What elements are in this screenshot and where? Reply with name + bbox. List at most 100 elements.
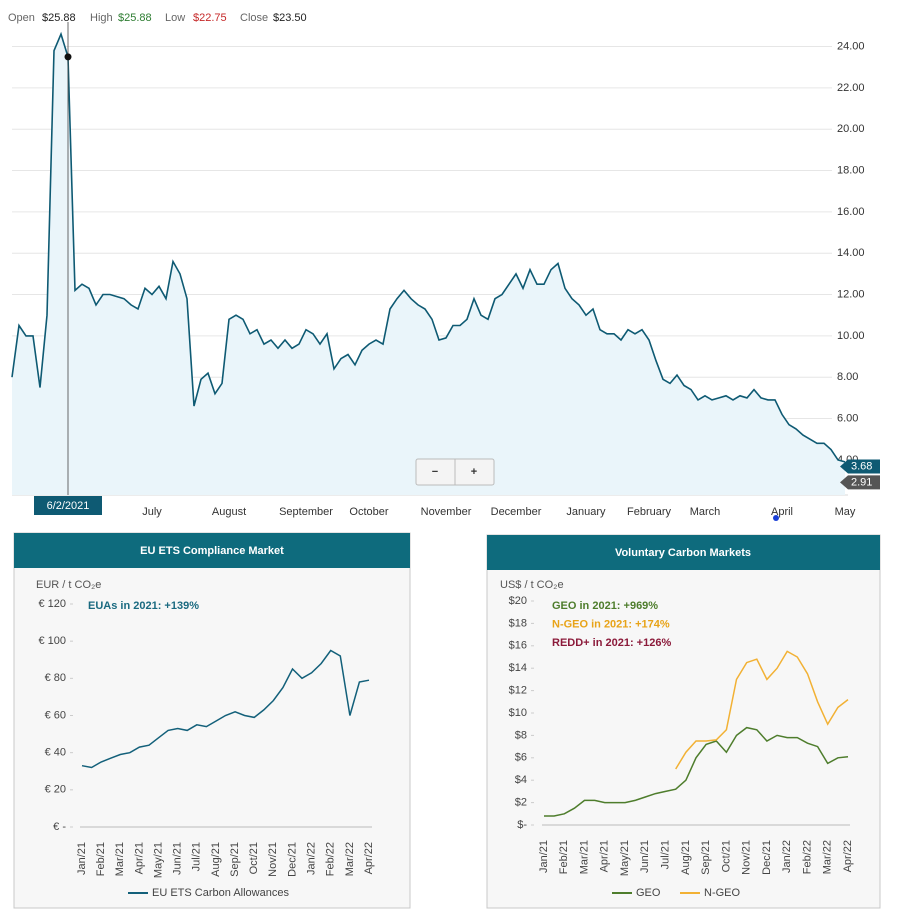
x-tick-label: Jul/21 [191, 842, 203, 871]
y-tick-label: € 80 [45, 672, 66, 684]
panel-header [487, 535, 880, 570]
annotation: N-GEO in 2021: +174% [552, 618, 670, 630]
x-tick-label: March [690, 506, 721, 518]
x-tick-label: Jan/22 [781, 840, 793, 873]
y-tick-label: 10.00 [837, 330, 865, 342]
x-tick-label: Sep/21 [700, 840, 712, 875]
y-tick-label: $4 [515, 774, 527, 786]
y-tick-label: $14 [509, 662, 527, 674]
y-tick-label: € - [53, 821, 66, 833]
legend-label: N-GEO [704, 887, 741, 899]
crosshair-label-box [34, 496, 102, 515]
x-tick-label: Apr/22 [363, 842, 375, 874]
zoom-button[interactable]: − [432, 466, 438, 478]
x-tick-label: Apr/21 [599, 840, 611, 872]
y-tick-label: 20.00 [837, 123, 865, 135]
crosshair-dot [64, 53, 72, 61]
price-tag [840, 475, 880, 490]
x-tick-label: May/21 [152, 842, 164, 878]
y-tick-label: € 100 [38, 635, 66, 647]
y-tick-label: € 40 [45, 747, 66, 759]
ohlc-label: Low [165, 12, 185, 24]
y-tick-label: 12.00 [837, 288, 865, 300]
y-tick-label: € 120 [38, 598, 66, 610]
y-axis-unit: US$ / t CO₂e [500, 579, 564, 591]
series-line [81, 649, 370, 769]
y-tick-label: $8 [515, 729, 527, 741]
x-tick-label: Feb/21 [95, 842, 107, 876]
legend-label: EU ETS Carbon Allowances [152, 887, 289, 899]
x-tick-label: Aug/21 [210, 842, 222, 877]
ohlc-label: Close [240, 12, 268, 24]
x-tick-label: Mar/21 [114, 842, 126, 876]
x-tick-label: Oct/21 [248, 842, 260, 874]
x-tick-label: Mar/22 [344, 842, 356, 876]
y-tick-label: 22.00 [837, 82, 865, 94]
y-tick-label: $12 [509, 685, 527, 697]
x-tick-label: Dec/21 [286, 842, 298, 877]
price-tag-label: 3.68 [851, 460, 872, 472]
y-tick-label: $18 [509, 617, 527, 629]
annotation: EUAs in 2021: +139% [88, 600, 199, 612]
x-tick-label: Apr/21 [133, 842, 145, 874]
ohlc-label: Open [8, 12, 35, 24]
ohlc-value: $22.75 [193, 12, 227, 24]
x-tick-label: Jan/22 [306, 842, 318, 875]
legend-label: GEO [636, 887, 661, 899]
panel [486, 534, 881, 909]
x-tick-label: Feb/21 [558, 840, 570, 874]
y-tick-label: 8.00 [837, 371, 858, 383]
area [12, 34, 845, 495]
y-tick-label: 24.00 [837, 40, 865, 52]
x-tick-label: Oct/21 [720, 840, 732, 872]
ohlc-value: $25.88 [118, 12, 152, 24]
x-tick-label: May/21 [619, 840, 631, 876]
x-tick-label: Jun/21 [172, 842, 184, 875]
price-tag [840, 459, 880, 474]
zoom-button[interactable]: + [471, 466, 477, 478]
y-tick-label: $16 [509, 640, 527, 652]
x-tick-label: Mar/21 [578, 840, 590, 874]
x-tick-label: July [142, 506, 162, 518]
x-tick-label: Nov/21 [267, 842, 279, 877]
ohlc-value: $25.88 [42, 12, 76, 24]
y-tick-label: 18.00 [837, 164, 865, 176]
x-tick-label: May [835, 506, 856, 518]
y-axis-unit: EUR / t CO₂e [36, 579, 101, 591]
marker-dot [773, 515, 779, 521]
annotation: GEO in 2021: +969% [552, 600, 658, 612]
y-tick-label: € 60 [45, 709, 66, 721]
panel-title: Voluntary Carbon Markets [615, 547, 751, 559]
x-tick-label: January [566, 506, 606, 518]
x-tick-label: August [212, 506, 246, 518]
ohlc-label: High [90, 12, 113, 24]
x-tick-label: November [421, 506, 472, 518]
series-line [675, 650, 849, 770]
y-tick-label: 6.00 [837, 412, 858, 424]
x-tick-label: Feb/22 [801, 840, 813, 874]
x-tick-label: Nov/21 [741, 840, 753, 875]
panel [13, 532, 411, 909]
x-tick-label: April [771, 506, 793, 518]
y-tick-label: $6 [515, 752, 527, 764]
x-tick-label: December [491, 506, 542, 518]
y-tick-label: $2 [515, 797, 527, 809]
x-tick-label: Feb/22 [325, 842, 337, 876]
y-tick-label: $- [517, 819, 527, 831]
x-tick-label: Jul/21 [660, 840, 672, 869]
panel-header [14, 533, 410, 568]
y-tick-label: € 20 [45, 784, 66, 796]
ohlc-value: $23.50 [273, 12, 307, 24]
x-tick-label: Dec/21 [761, 840, 773, 875]
x-tick-label: October [349, 506, 388, 518]
y-tick-label: 14.00 [837, 247, 865, 259]
annotation: REDD+ in 2021: +126% [552, 637, 671, 649]
x-tick-label: February [627, 506, 672, 518]
price-tag-label: 2.91 [851, 476, 872, 488]
crosshair-label: 6/2/2021 [47, 500, 90, 512]
y-tick-label: 16.00 [837, 206, 865, 218]
y-tick-label: $10 [509, 707, 527, 719]
x-tick-label: Jun/21 [639, 840, 651, 873]
